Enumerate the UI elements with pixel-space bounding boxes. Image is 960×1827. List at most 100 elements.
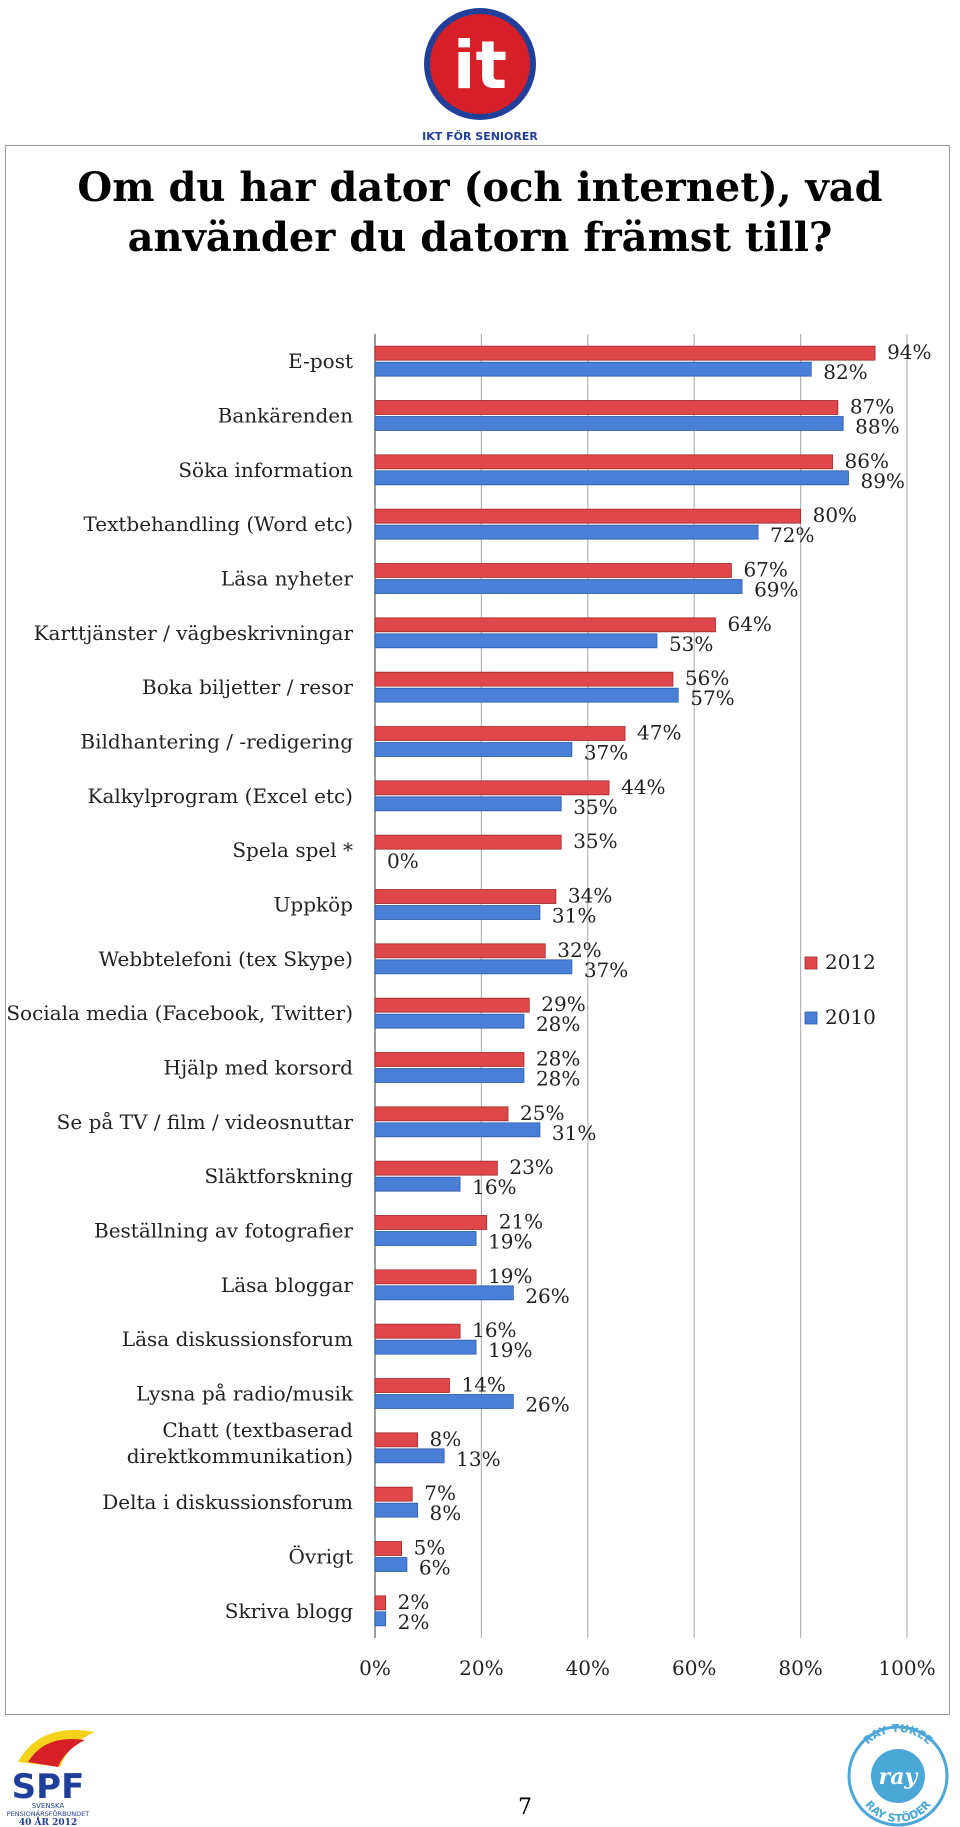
bar-2010 xyxy=(374,959,573,975)
data-label-2012: 7% xyxy=(424,1481,456,1505)
category-label: Släktforskning xyxy=(204,1164,353,1188)
bar-2010 xyxy=(374,361,812,377)
data-label-2012: 64% xyxy=(727,612,771,636)
data-label-2010: 6% xyxy=(419,1556,451,1580)
legend-label-2010: 2010 xyxy=(825,1005,876,1029)
data-label-2012: 47% xyxy=(637,721,681,745)
data-label-2012: 34% xyxy=(568,884,612,908)
category-label: Övrigt xyxy=(289,1544,354,1569)
category-label: Sociala media (Facebook, Twitter) xyxy=(6,1001,353,1025)
category-label: Läsa diskussionsforum xyxy=(122,1327,353,1351)
data-label-2010: 2% xyxy=(398,1610,430,1634)
data-label-2010: 31% xyxy=(552,904,596,928)
data-label-2012: 44% xyxy=(621,775,665,799)
bar-2012 xyxy=(374,1323,461,1339)
data-label-2010: 28% xyxy=(536,1067,580,1091)
category-label: Se på TV / film / videosnuttar xyxy=(57,1110,354,1134)
bar-2012 xyxy=(374,1106,509,1122)
x-tick-label: 20% xyxy=(459,1656,503,1680)
category-label: Läsa nyheter xyxy=(221,567,354,591)
data-label-2010: 57% xyxy=(690,686,734,710)
category-label: Karttjänster / vägbeskrivningar xyxy=(34,621,354,645)
data-label-2010: 28% xyxy=(536,1012,580,1036)
bar-2010 xyxy=(374,524,759,540)
bar-2012 xyxy=(374,1595,387,1611)
category-label: Lysna på radio/musik xyxy=(136,1382,354,1406)
data-label-2012: 16% xyxy=(472,1318,516,1342)
data-label-2012: 23% xyxy=(509,1155,553,1179)
data-label-2012: 21% xyxy=(499,1210,543,1234)
bar-2012 xyxy=(374,671,674,687)
data-label-2010: 37% xyxy=(584,741,628,765)
bar-2010 xyxy=(374,1013,525,1029)
spf-logo-line2: PENSIONÄRSFÖRBUNDET xyxy=(7,1809,90,1818)
category-label: Kalkylprogram (Excel etc) xyxy=(88,784,353,808)
data-label-2012: 94% xyxy=(887,340,931,364)
category-label: Textbehandling (Word etc) xyxy=(83,512,353,536)
bar-2012 xyxy=(374,1269,477,1285)
ray-logo-top-text: RAY TUKEE xyxy=(861,1722,935,1747)
bar-2012 xyxy=(374,617,716,633)
data-label-2012: 29% xyxy=(541,992,585,1016)
x-tick-label: 80% xyxy=(778,1656,822,1680)
data-label-2010: 53% xyxy=(669,632,713,656)
category-label: Uppköp xyxy=(274,893,353,917)
bar-2010 xyxy=(374,633,658,649)
bar-2012 xyxy=(374,997,530,1013)
data-label-2012: 32% xyxy=(557,938,601,962)
x-tick-label: 0% xyxy=(359,1656,391,1680)
bar-2012 xyxy=(374,1541,403,1556)
data-label-2010: 19% xyxy=(488,1230,532,1254)
category-label: Spela spel * xyxy=(232,838,353,862)
bar-2010 xyxy=(374,1448,445,1464)
category-label: Beställning av fotografier xyxy=(94,1219,353,1243)
it-logo-subtitle: IKT FÖR SENIORER xyxy=(422,129,538,143)
data-label-2010: 8% xyxy=(430,1501,462,1525)
bar-2010 xyxy=(374,1611,387,1627)
category-label: Söka information xyxy=(178,458,353,482)
bar-2010 xyxy=(374,1502,418,1518)
category-label: Skriva blogg xyxy=(225,1599,353,1623)
category-label: Bildhantering / -redigering xyxy=(80,730,353,754)
data-label-2012: 56% xyxy=(685,666,729,690)
category-label: Bankärenden xyxy=(218,404,353,428)
legend-swatch-2012 xyxy=(804,956,818,970)
bar-2010 xyxy=(374,1231,477,1246)
category-label: Boka biljetter / resor xyxy=(142,675,353,699)
bar-2010 xyxy=(374,687,679,703)
data-label-2010: 72% xyxy=(770,523,814,547)
data-label-2010: 69% xyxy=(754,578,798,602)
x-tick-label: 60% xyxy=(672,1656,716,1680)
bar-2012 xyxy=(374,563,732,578)
bar-2012 xyxy=(374,1160,498,1176)
data-label-2010: 13% xyxy=(456,1447,500,1471)
bar-2012 xyxy=(374,345,876,361)
it-logo: it IKT FÖR SENIORER xyxy=(422,8,538,143)
chart-title-line2: använder du datorn främst till? xyxy=(127,214,833,261)
x-tick-label: 100% xyxy=(878,1656,935,1680)
bar-2010 xyxy=(374,742,573,757)
data-label-2010: 26% xyxy=(525,1284,569,1308)
data-label-2012: 28% xyxy=(536,1047,580,1071)
data-label-2010: 35% xyxy=(573,795,617,819)
data-label-2010: 16% xyxy=(472,1175,516,1199)
bar-2012 xyxy=(374,508,802,524)
chart-title-line1: Om du har dator (och internet), vad xyxy=(77,164,883,211)
data-label-2012: 67% xyxy=(743,558,787,582)
bar-2010 xyxy=(374,416,844,431)
bar-2010 xyxy=(374,579,743,594)
data-label-2012: 86% xyxy=(845,449,889,473)
spf-logo-mark: SPF xyxy=(12,1767,85,1807)
category-label: Hjälp med korsord xyxy=(164,1056,354,1080)
bar-2012 xyxy=(374,943,546,959)
data-label-2012: 25% xyxy=(520,1101,564,1125)
data-label-2012: 8% xyxy=(430,1427,462,1451)
svg-text:RAY TUKEE: RAY TUKEE xyxy=(861,1722,935,1747)
bar-2010 xyxy=(374,470,849,486)
data-label-2010: 37% xyxy=(584,958,628,982)
bar-2010 xyxy=(374,1122,541,1138)
legend-label-2012: 2012 xyxy=(825,950,876,974)
bar-2010 xyxy=(374,796,562,812)
bar-2012 xyxy=(374,1052,525,1067)
data-label-2010: 89% xyxy=(860,469,904,493)
